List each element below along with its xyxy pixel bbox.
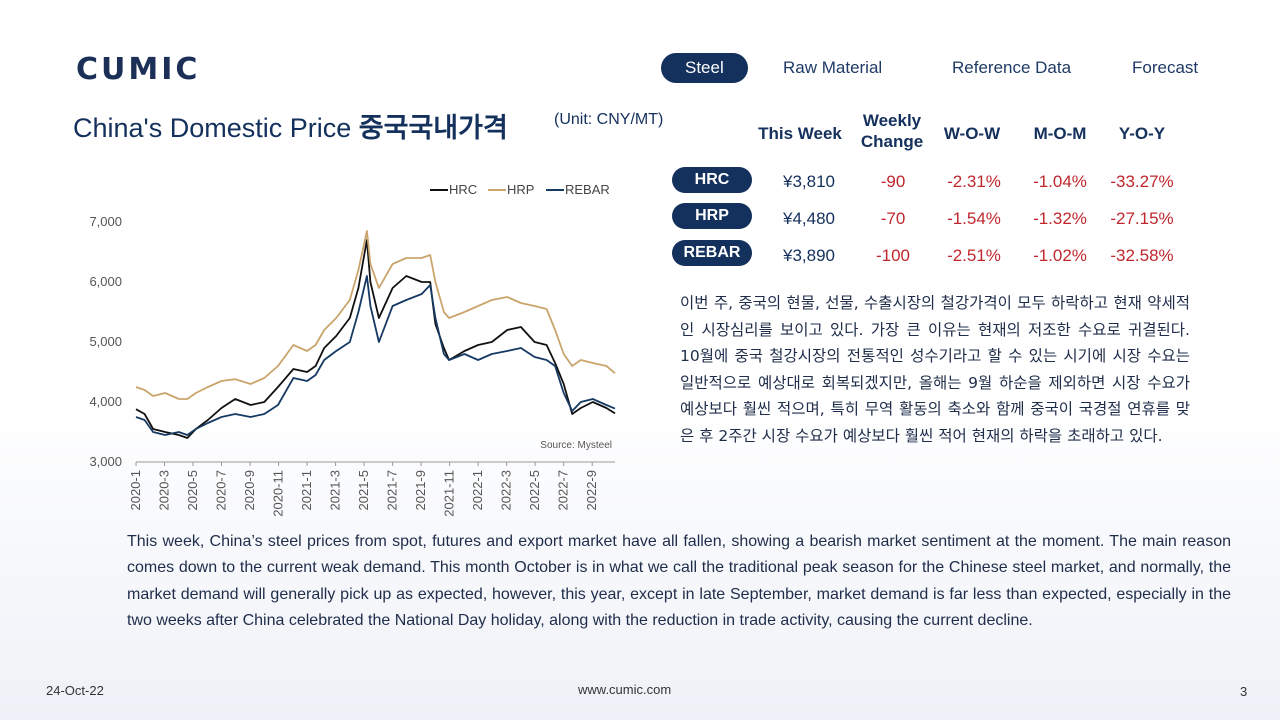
header-weekly-change: Weekly Change bbox=[860, 111, 924, 151]
y-tick-label: 7,000 bbox=[89, 214, 122, 229]
rebar-change: -100 bbox=[875, 246, 911, 265]
y-tick-label: 3,000 bbox=[89, 454, 122, 469]
chart-source: Source: Mysteel bbox=[540, 440, 612, 451]
series-line-rebar bbox=[135, 275, 616, 436]
x-tick-label: 2020-5 bbox=[185, 470, 200, 510]
x-tick-label: 2022-7 bbox=[556, 470, 571, 510]
x-tick-label: 2020-3 bbox=[157, 470, 172, 510]
english-commentary: This week, China’s steel prices from spo… bbox=[127, 533, 1231, 630]
korean-commentary: 이번 주, 중국의 현물, 선물, 수출시장의 철강가격이 모두 하락하고 현재… bbox=[680, 294, 1190, 445]
footer-date: 24-Oct-22 bbox=[46, 683, 104, 698]
y-tick-label: 5,000 bbox=[89, 334, 122, 349]
rebar-wow: -2.51% bbox=[947, 246, 1001, 265]
row-label-rebar: REBAR bbox=[672, 240, 752, 266]
hrp-change: -70 bbox=[880, 209, 906, 228]
header-yoy: Y-O-Y bbox=[1118, 124, 1166, 143]
footer-page-number: 3 bbox=[1240, 684, 1248, 699]
page-title-ko: 중국국내가격 bbox=[358, 113, 508, 144]
hrc-mom: -1.04% bbox=[1033, 172, 1087, 191]
row-label-hrc: HRC bbox=[672, 167, 752, 193]
page-title-en: China's Domestic Price bbox=[73, 113, 352, 143]
x-tick-label: 2021-3 bbox=[328, 470, 343, 510]
row-label-hrp: HRP bbox=[672, 203, 752, 229]
x-tick-label: 2021-9 bbox=[413, 470, 428, 510]
legend-label-hrp: HRP bbox=[507, 182, 534, 197]
x-tick-label: 2020-1 bbox=[128, 470, 143, 510]
rebar-mom: -1.02% bbox=[1033, 246, 1087, 265]
x-tick-label: 2020-9 bbox=[242, 470, 257, 510]
cumic-logo[interactable]: CUMIC bbox=[76, 52, 201, 87]
header-this-week: This Week bbox=[758, 124, 842, 143]
x-tick-label: 2020-11 bbox=[271, 470, 286, 517]
nav-tab-raw-material[interactable]: Raw Material bbox=[783, 58, 883, 77]
hrc-wow: -2.31% bbox=[947, 172, 1001, 191]
page-title: China's Domestic Price 중국국내가격 bbox=[73, 106, 508, 145]
rebar-price: ¥3,890 bbox=[783, 246, 835, 265]
nav-tab-reference-data[interactable]: Reference Data bbox=[952, 58, 1072, 77]
legend-label-rebar: REBAR bbox=[565, 182, 610, 197]
hrc-price: ¥3,810 bbox=[783, 172, 835, 191]
x-tick-label: 2022-3 bbox=[499, 470, 514, 510]
x-tick-label: 2021-11 bbox=[442, 470, 457, 517]
hrc-yoy: -33.27% bbox=[1110, 172, 1174, 191]
hrp-mom: -1.32% bbox=[1033, 209, 1087, 228]
y-tick-label: 4,000 bbox=[89, 394, 122, 409]
x-tick-label: 2021-1 bbox=[299, 470, 314, 510]
hrp-price: ¥4,480 bbox=[783, 209, 835, 228]
top-nav: Steel Raw Material Reference Data Foreca… bbox=[660, 53, 1220, 83]
x-tick-label: 2022-5 bbox=[527, 470, 542, 510]
x-tick-label: 2022-1 bbox=[470, 470, 485, 510]
header-wow: W-O-W bbox=[943, 124, 1001, 143]
nav-tab-forecast[interactable]: Forecast bbox=[1132, 58, 1199, 77]
hrp-yoy: -27.15% bbox=[1110, 209, 1174, 228]
unit-label: (Unit: CNY/MT) bbox=[554, 111, 664, 128]
hrp-wow: -1.54% bbox=[947, 209, 1001, 228]
series-line-hrc bbox=[135, 239, 616, 439]
series-line-hrp bbox=[135, 230, 616, 400]
x-tick-label: 2022-9 bbox=[584, 470, 599, 510]
x-tick-label: 2020-7 bbox=[214, 470, 229, 510]
legend-label-hrc: HRC bbox=[449, 182, 477, 197]
rebar-yoy: -32.58% bbox=[1110, 246, 1174, 265]
y-tick-label: 6,000 bbox=[89, 274, 122, 289]
header-mom: M-O-M bbox=[1033, 124, 1087, 143]
hrc-change: -90 bbox=[880, 172, 906, 191]
x-tick-label: 2021-5 bbox=[356, 470, 371, 510]
footer-url[interactable]: www.cumic.com bbox=[578, 682, 672, 697]
price-line-chart: 3,000 4,000 5,000 6,000 7,000 2020-1 2020-3 202… bbox=[89, 182, 616, 517]
x-tick-label: 2021-7 bbox=[385, 470, 400, 510]
nav-tab-steel[interactable]: Steel bbox=[661, 53, 748, 83]
